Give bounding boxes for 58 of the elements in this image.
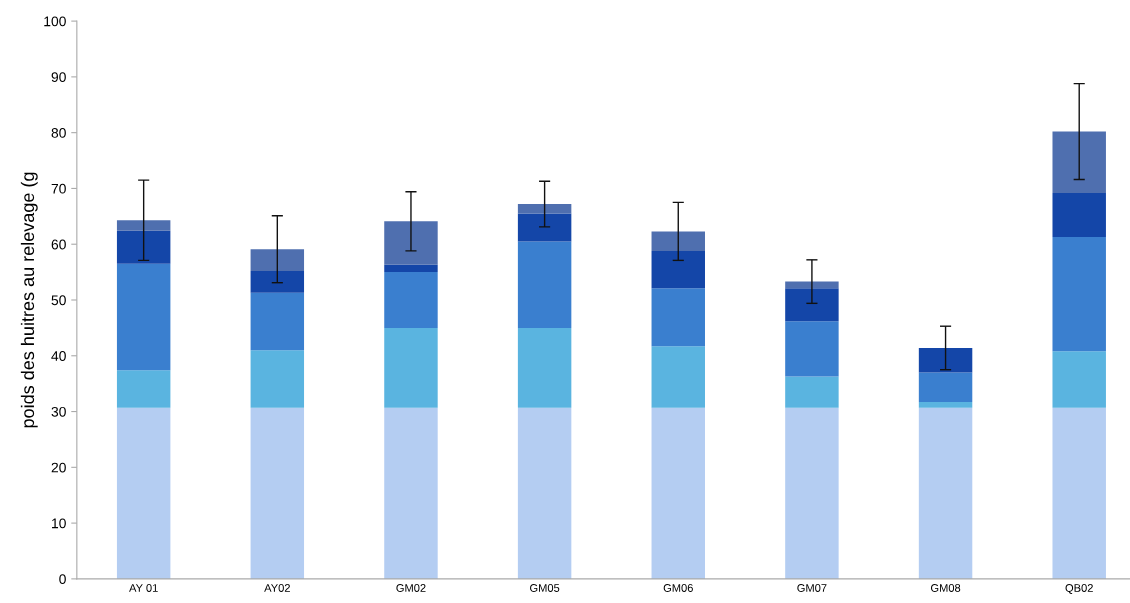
y-tick-label: 20 (51, 462, 66, 473)
bar (651, 407, 705, 579)
x-tick-label: AY02 (264, 584, 290, 592)
bar (384, 264, 438, 273)
x-tick-label: QB02 (1065, 584, 1093, 594)
bar (517, 327, 572, 408)
y-tick-label: 40 (51, 351, 66, 361)
bar (517, 241, 572, 328)
bar (116, 370, 171, 408)
y-tick-label: 60 (51, 239, 66, 250)
bar (116, 263, 171, 371)
bar (116, 220, 171, 231)
bar (384, 272, 438, 328)
y-tick-label: 10 (52, 518, 66, 529)
y-tick-label: 30 (51, 406, 66, 417)
bar (1052, 192, 1106, 237)
bar (785, 321, 839, 377)
bar (250, 292, 305, 351)
bar (517, 204, 572, 214)
bar (918, 407, 973, 579)
y-tick-label: 100 (44, 16, 66, 27)
bar (918, 372, 973, 403)
y-tick-label: 80 (51, 127, 66, 138)
y-tick-label: 50 (51, 295, 66, 306)
bar (250, 350, 305, 408)
x-tick-label: GM02 (396, 584, 426, 592)
x-tick-label: GM06 (663, 584, 693, 592)
bar (651, 231, 705, 251)
bar (651, 346, 705, 408)
bar (384, 221, 438, 265)
bar (384, 327, 438, 408)
y-axis-title: poids des huitres au relevage (g (20, 172, 38, 428)
bar (384, 407, 438, 579)
y-tick-label: 70 (51, 183, 66, 194)
x-tick-label: AY 01 (129, 584, 158, 592)
bar (918, 347, 973, 373)
bar (785, 288, 839, 322)
bar (250, 249, 305, 271)
bar (651, 250, 705, 289)
bar (651, 288, 705, 347)
bar (785, 376, 839, 408)
bar (517, 213, 572, 242)
bar (116, 230, 171, 264)
bar (785, 407, 839, 579)
x-tick-label: GM05 (530, 584, 560, 592)
x-tick-label: GM08 (930, 584, 961, 592)
bar (250, 270, 305, 293)
y-tick-label: 0 (59, 574, 66, 585)
bar (1052, 407, 1106, 579)
bar (250, 407, 305, 579)
y-tick-label: 90 (51, 72, 66, 83)
bar (1052, 131, 1106, 193)
bar (1052, 351, 1106, 408)
x-tick-label: GM07 (797, 584, 827, 592)
bar (116, 407, 171, 579)
bar (918, 402, 973, 408)
bar (1052, 236, 1106, 352)
bar (517, 407, 572, 579)
